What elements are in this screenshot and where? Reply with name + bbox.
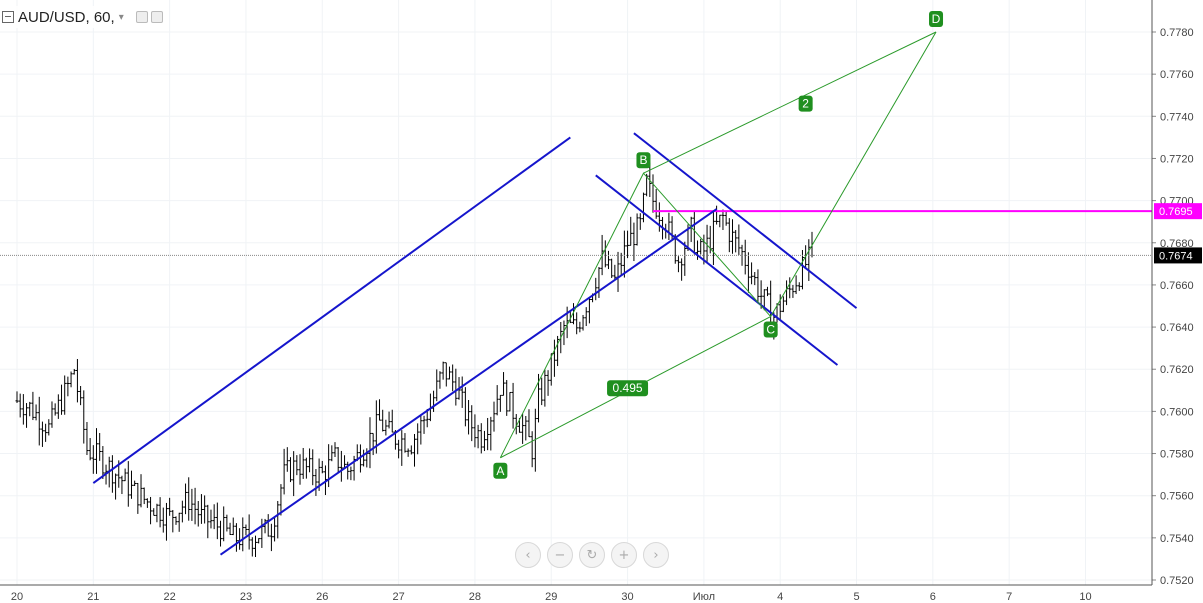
price-tick-label: 0.7720 bbox=[1160, 153, 1194, 165]
pattern-point-label-bg bbox=[493, 462, 508, 479]
scroll-left-button[interactable]: ‹ bbox=[515, 542, 541, 568]
eye-icon[interactable] bbox=[135, 11, 148, 23]
pattern-point-label: B bbox=[639, 153, 647, 167]
time-tick-label: 30 bbox=[621, 591, 633, 603]
pattern-point-label: A bbox=[496, 464, 504, 478]
time-tick-label: 10 bbox=[1079, 591, 1091, 603]
price-tick-label: 0.7660 bbox=[1160, 280, 1194, 292]
time-tick-label: 22 bbox=[164, 591, 176, 603]
chart-header: AUD/USD, 60, ▾ bbox=[0, 6, 169, 28]
last-price-label: 0.7674 bbox=[1159, 250, 1193, 262]
pattern-point-label-bg bbox=[763, 321, 778, 338]
price-tick-label: 0.7520 bbox=[1160, 575, 1194, 587]
price-tick-label: 0.7580 bbox=[1160, 449, 1194, 461]
pattern-ratio-label: 0.495 bbox=[613, 381, 643, 395]
ratio-line-bd bbox=[643, 31, 937, 174]
price-tick-label: 0.7760 bbox=[1160, 69, 1194, 81]
collapse-icon[interactable] bbox=[2, 11, 14, 23]
price-tick-label: 0.7640 bbox=[1160, 322, 1194, 334]
time-tick-label: 23 bbox=[240, 591, 252, 603]
time-tick-label: 4 bbox=[777, 591, 783, 603]
pattern-point-label: D bbox=[932, 12, 941, 26]
channel-line bbox=[595, 174, 839, 366]
time-tick-label: 5 bbox=[853, 591, 859, 603]
price-tick-label: 0.7560 bbox=[1160, 491, 1194, 503]
channel-line bbox=[633, 132, 858, 309]
level-price-badge bbox=[1154, 203, 1202, 220]
price-tick-label: 0.7540 bbox=[1160, 533, 1194, 545]
time-tick-label: 21 bbox=[87, 591, 99, 603]
scroll-right-button[interactable]: › bbox=[643, 542, 669, 568]
settings-icon[interactable] bbox=[150, 11, 163, 23]
price-tick-label: 0.7780 bbox=[1160, 27, 1194, 39]
channel-line bbox=[219, 208, 718, 556]
zoom-in-button[interactable]: + bbox=[611, 542, 637, 568]
time-tick-label: 27 bbox=[392, 591, 404, 603]
grid-lines bbox=[0, 0, 1152, 585]
time-tick-label: 6 bbox=[930, 591, 936, 603]
chart-navigation: ‹ − ↻ + › bbox=[515, 542, 669, 568]
abcd-zigzag bbox=[499, 31, 937, 458]
zoom-out-button[interactable]: − bbox=[547, 542, 573, 568]
price-tick-label: 0.7600 bbox=[1160, 406, 1194, 418]
time-tick-label: 26 bbox=[316, 591, 328, 603]
pattern-ratio-label-bg bbox=[607, 380, 649, 397]
abcd-pattern: A B C D 2 0.495 bbox=[493, 11, 944, 479]
time-tick-label: Июл bbox=[693, 591, 715, 603]
pattern-ratio-label-bg bbox=[798, 95, 813, 112]
level-price-label: 0.7695 bbox=[1159, 206, 1193, 218]
pattern-point-label-bg bbox=[929, 11, 944, 27]
last-price-badge bbox=[1154, 247, 1202, 264]
reset-button[interactable]: ↻ bbox=[579, 542, 605, 568]
channel-line bbox=[92, 136, 571, 484]
price-tick-label: 0.7620 bbox=[1160, 364, 1194, 376]
pattern-ratio-label: 2 bbox=[802, 97, 809, 111]
pattern-point-label-bg bbox=[636, 152, 651, 169]
chevron-down-icon[interactable]: ▾ bbox=[118, 11, 124, 23]
symbol-title[interactable]: AUD/USD, 60, bbox=[18, 8, 115, 26]
ohlc-bars bbox=[15, 162, 814, 557]
price-tick-label: 0.7740 bbox=[1160, 111, 1194, 123]
price-tick-label: 0.7680 bbox=[1160, 238, 1194, 250]
drawing-tools bbox=[0, 132, 1152, 556]
time-tick-label: 28 bbox=[469, 591, 481, 603]
pattern-point-label: C bbox=[766, 323, 775, 337]
time-tick-label: 7 bbox=[1006, 591, 1012, 603]
time-tick-label: 29 bbox=[545, 591, 557, 603]
time-tick-label: 20 bbox=[11, 591, 23, 603]
